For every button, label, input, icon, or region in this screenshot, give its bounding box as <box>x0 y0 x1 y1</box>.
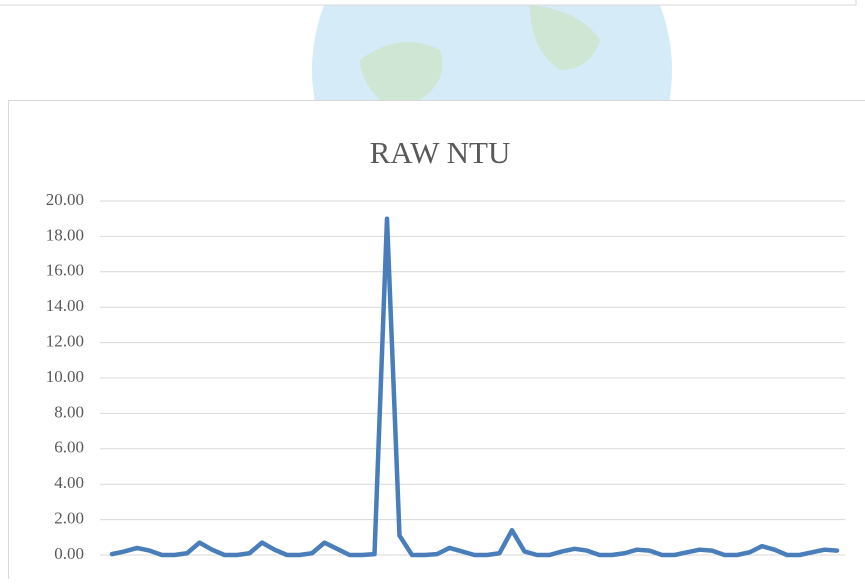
chart-title: RAW NTU <box>370 135 511 170</box>
y-tick-label: 4.00 <box>54 473 84 492</box>
y-tick-label: 8.00 <box>54 402 84 421</box>
y-tick-label: 12.00 <box>46 332 84 351</box>
y-tick-label: 0.00 <box>54 544 84 563</box>
chart-panel <box>9 101 865 580</box>
y-tick-label: 10.00 <box>46 367 84 386</box>
y-tick-label: 20.00 <box>46 190 84 209</box>
top-panel <box>0 0 856 5</box>
y-tick-label: 18.00 <box>46 225 84 244</box>
y-tick-label: 16.00 <box>46 261 84 280</box>
y-tick-label: 14.00 <box>46 296 84 315</box>
y-tick-label: 6.00 <box>54 438 84 457</box>
y-tick-label: 2.00 <box>54 509 84 528</box>
